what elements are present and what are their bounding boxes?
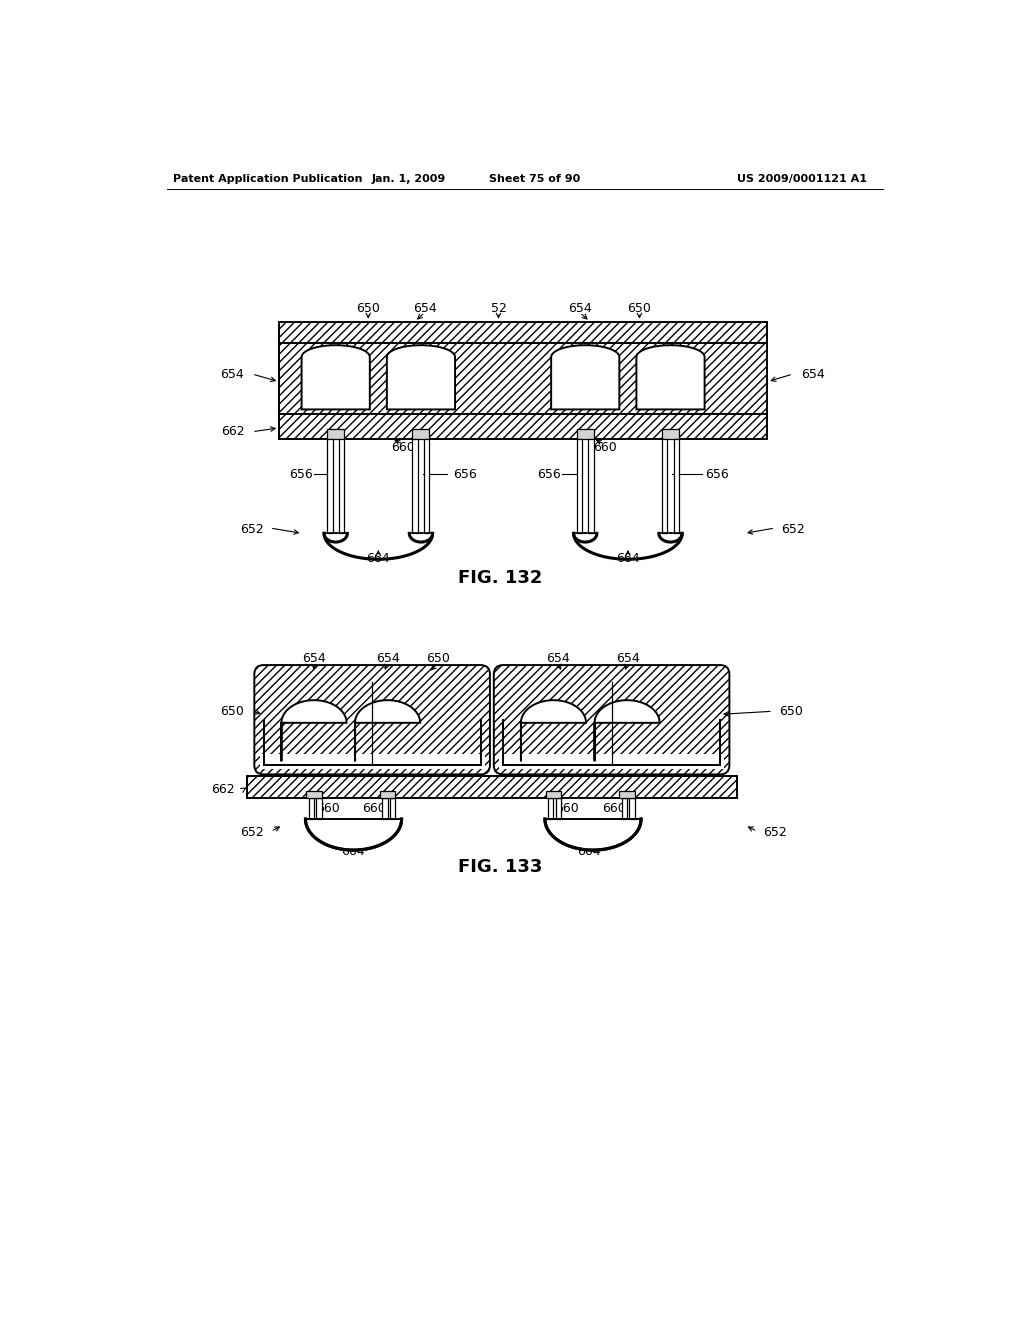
Bar xyxy=(280,322,767,343)
Text: 654: 654 xyxy=(801,367,824,380)
Text: 660: 660 xyxy=(315,801,339,814)
Text: 664: 664 xyxy=(578,845,601,858)
Bar xyxy=(413,429,429,438)
Text: 650: 650 xyxy=(220,705,245,718)
Polygon shape xyxy=(551,346,620,409)
Bar xyxy=(556,797,561,818)
Bar xyxy=(577,429,594,438)
Text: 656: 656 xyxy=(537,467,560,480)
Bar xyxy=(280,343,767,414)
Bar xyxy=(380,792,395,797)
Text: 652: 652 xyxy=(764,826,787,840)
Text: 652: 652 xyxy=(781,523,805,536)
Bar xyxy=(328,438,333,533)
Bar xyxy=(308,797,314,818)
Bar xyxy=(280,414,767,438)
Text: 658: 658 xyxy=(667,362,690,375)
Bar xyxy=(328,429,344,438)
Text: 660: 660 xyxy=(593,441,616,454)
Polygon shape xyxy=(355,700,420,762)
Text: 652: 652 xyxy=(240,826,263,840)
Bar xyxy=(622,797,627,818)
Text: 656: 656 xyxy=(706,467,729,480)
Text: 660: 660 xyxy=(391,441,415,454)
Text: FIG. 132: FIG. 132 xyxy=(458,569,542,587)
Polygon shape xyxy=(595,700,659,762)
Bar xyxy=(548,797,554,818)
Text: 664: 664 xyxy=(616,552,640,565)
Polygon shape xyxy=(636,346,705,409)
Bar xyxy=(620,792,635,797)
Bar xyxy=(546,792,561,797)
Text: 662: 662 xyxy=(211,783,234,796)
Text: 654: 654 xyxy=(413,302,436,315)
Polygon shape xyxy=(302,346,370,409)
Text: 658: 658 xyxy=(348,362,373,375)
Bar xyxy=(662,429,679,438)
Text: 654: 654 xyxy=(616,652,640,665)
Text: 650: 650 xyxy=(426,652,450,665)
Polygon shape xyxy=(305,818,401,850)
Text: 52: 52 xyxy=(490,302,507,315)
Text: 660: 660 xyxy=(602,801,626,814)
Bar xyxy=(306,792,322,797)
Bar xyxy=(390,797,395,818)
Bar xyxy=(500,754,724,770)
FancyBboxPatch shape xyxy=(254,665,489,775)
Bar xyxy=(316,797,322,818)
Bar xyxy=(382,797,388,818)
Bar xyxy=(339,438,344,533)
Bar xyxy=(589,438,594,533)
Bar xyxy=(247,776,737,797)
Text: 660: 660 xyxy=(362,801,386,814)
Text: FIG. 133: FIG. 133 xyxy=(458,858,542,875)
Text: 656: 656 xyxy=(289,467,312,480)
Text: 656: 656 xyxy=(454,467,477,480)
Text: 654: 654 xyxy=(220,367,245,380)
Bar xyxy=(413,438,418,533)
Text: US 2009/0001121 A1: US 2009/0001121 A1 xyxy=(737,174,867,185)
Text: Jan. 1, 2009: Jan. 1, 2009 xyxy=(372,174,445,185)
Bar xyxy=(662,438,668,533)
Text: 664: 664 xyxy=(341,845,365,858)
Text: 650: 650 xyxy=(779,705,803,718)
Bar xyxy=(674,438,679,533)
Text: Patent Application Publication: Patent Application Publication xyxy=(173,174,362,185)
Polygon shape xyxy=(282,700,346,762)
Bar xyxy=(424,438,429,533)
Text: 664: 664 xyxy=(367,552,390,565)
Polygon shape xyxy=(387,346,455,409)
Polygon shape xyxy=(545,818,641,850)
Text: 654: 654 xyxy=(546,652,570,665)
Text: 654: 654 xyxy=(302,652,326,665)
Text: Sheet 75 of 90: Sheet 75 of 90 xyxy=(489,174,581,185)
Bar xyxy=(577,438,583,533)
Text: 650: 650 xyxy=(356,302,380,315)
FancyBboxPatch shape xyxy=(494,665,729,775)
Text: 654: 654 xyxy=(568,302,592,315)
Text: 652: 652 xyxy=(240,523,263,536)
Text: 650: 650 xyxy=(628,302,651,315)
Text: 654: 654 xyxy=(376,652,399,665)
Bar xyxy=(630,797,635,818)
Text: 660: 660 xyxy=(555,801,579,814)
Text: 662: 662 xyxy=(220,425,245,438)
Bar xyxy=(260,754,484,770)
Polygon shape xyxy=(521,700,586,762)
